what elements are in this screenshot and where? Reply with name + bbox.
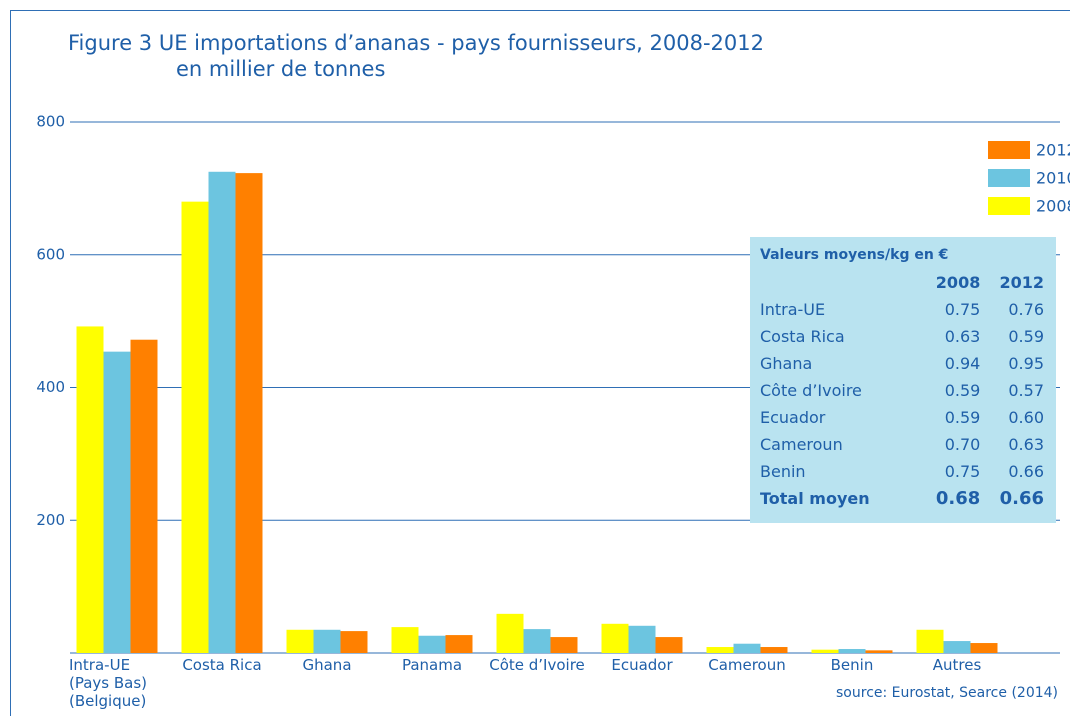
- bar: [943, 641, 971, 653]
- table-row-label: Côte d’Ivoire: [760, 381, 862, 400]
- bar: [286, 629, 314, 653]
- table-column-header: 2008: [935, 273, 981, 292]
- legend-label: 2008: [1036, 197, 1070, 216]
- x-tick-label: Benin: [830, 656, 874, 674]
- table-row: Intra-UE 0.75 0.76: [760, 296, 1044, 323]
- bar: [235, 173, 263, 653]
- table-cell: 0.63: [944, 327, 981, 346]
- bar: [76, 326, 104, 653]
- bar: [655, 637, 683, 653]
- bar: [208, 171, 236, 653]
- bar: [130, 339, 158, 653]
- legend-swatch: [988, 197, 1030, 215]
- legend-label: 2010: [1036, 169, 1070, 188]
- frame: [10, 10, 1070, 716]
- table-row: Ghana 0.94 0.95: [760, 350, 1044, 377]
- legend-swatch: [988, 141, 1030, 159]
- y-tick-label: 800: [36, 113, 65, 131]
- bar: [970, 643, 998, 653]
- bar: [313, 629, 341, 653]
- table-total-label: Total moyen: [760, 489, 870, 508]
- table-row: Costa Rica 0.63 0.59: [760, 323, 1044, 350]
- table-cell: 0.63: [1008, 435, 1044, 454]
- bar: [916, 629, 944, 653]
- table-row-label: Benin: [760, 462, 806, 481]
- table-cell: 0.59: [1008, 327, 1044, 346]
- inset-table: Valeurs moyens/kg en € 2008 2012 Intra-UE 0…: [750, 237, 1056, 523]
- table-row-label: Ecuador: [760, 408, 826, 427]
- bar: [103, 351, 131, 653]
- x-tick-label: Cameroun: [708, 656, 786, 674]
- bar: [706, 647, 734, 653]
- x-tick-label: Intra-UE (Pays Bas) (Belgique): [69, 656, 148, 710]
- table-cell: 0.59: [944, 408, 981, 427]
- table-corner: [760, 269, 917, 296]
- table-cell: 0.76: [1008, 300, 1044, 319]
- table-cell: 0.59: [944, 381, 981, 400]
- bar: [760, 647, 788, 653]
- table-header: 2008 2012: [760, 269, 1044, 296]
- table-row-label: Costa Rica: [760, 327, 845, 346]
- table-total-cell: 0.66: [999, 488, 1044, 509]
- x-tick-label: Ecuador: [611, 656, 673, 674]
- table-column-header: 2012: [999, 273, 1044, 292]
- legend-swatch: [988, 169, 1030, 187]
- table-cell: 0.66: [1008, 462, 1044, 481]
- table-row-label: Ghana: [760, 354, 813, 373]
- table-title: Valeurs moyens/kg en €: [760, 247, 949, 263]
- bar: [550, 637, 578, 653]
- x-tick-label: Autres: [932, 656, 982, 674]
- table: 2008 2012 Intra-UE 0.75 0.76 Costa Rica 0.63 0.…: [760, 269, 1044, 512]
- table-cell: 0.75: [944, 462, 981, 481]
- title-block: Figure 3 UE importations d’ananas - pays…: [68, 30, 764, 82]
- table-cell: 0.60: [1008, 408, 1044, 427]
- table-cell: 0.95: [1008, 354, 1044, 373]
- bar: [838, 649, 866, 653]
- table-cell: 0.94: [944, 354, 981, 373]
- table-row: Benin 0.75 0.66: [760, 458, 1044, 485]
- table-total-cell: 0.68: [935, 488, 981, 509]
- bar: [601, 623, 629, 653]
- x-tick-label: Costa Rica: [182, 656, 262, 674]
- x-tick-label: Ghana: [302, 656, 352, 674]
- bar: [445, 635, 473, 653]
- table-row: Cameroun 0.70 0.63: [760, 431, 1044, 458]
- bar: [418, 635, 446, 653]
- bar: [523, 629, 551, 653]
- bar: [181, 201, 209, 653]
- table-row: Ecuador 0.59 0.60: [760, 404, 1044, 431]
- table-cell: 0.70: [944, 435, 981, 454]
- bar: [865, 650, 893, 653]
- table-row-label: Cameroun: [760, 435, 843, 454]
- chart-title: Figure 3 UE importations d’ananas - pays…: [68, 31, 764, 55]
- chart-subtitle: en millier de tonnes: [176, 57, 386, 81]
- y-tick-label: 200: [36, 511, 65, 529]
- y-tick-label: 600: [36, 245, 65, 263]
- table-total-row: Total moyen 0.68 0.66: [760, 485, 1044, 512]
- legend-label: 2012: [1036, 141, 1070, 160]
- bar: [628, 625, 656, 653]
- table-cell: 0.57: [1008, 381, 1044, 400]
- source: source: Eurostat, Searce (2014): [836, 685, 1058, 701]
- bar: [391, 627, 419, 653]
- bar: [733, 643, 761, 653]
- bar: [496, 613, 524, 653]
- table-row-label: Intra-UE: [760, 300, 826, 319]
- bar: [340, 631, 368, 653]
- x-tick-label: Panama: [401, 656, 463, 674]
- y-tick-label: 400: [36, 378, 65, 396]
- table-row: Côte d’Ivoire 0.59 0.57: [760, 377, 1044, 404]
- bar: [811, 649, 839, 653]
- x-tick-label: Côte d’Ivoire: [489, 656, 585, 674]
- table-cell: 0.75: [944, 300, 981, 319]
